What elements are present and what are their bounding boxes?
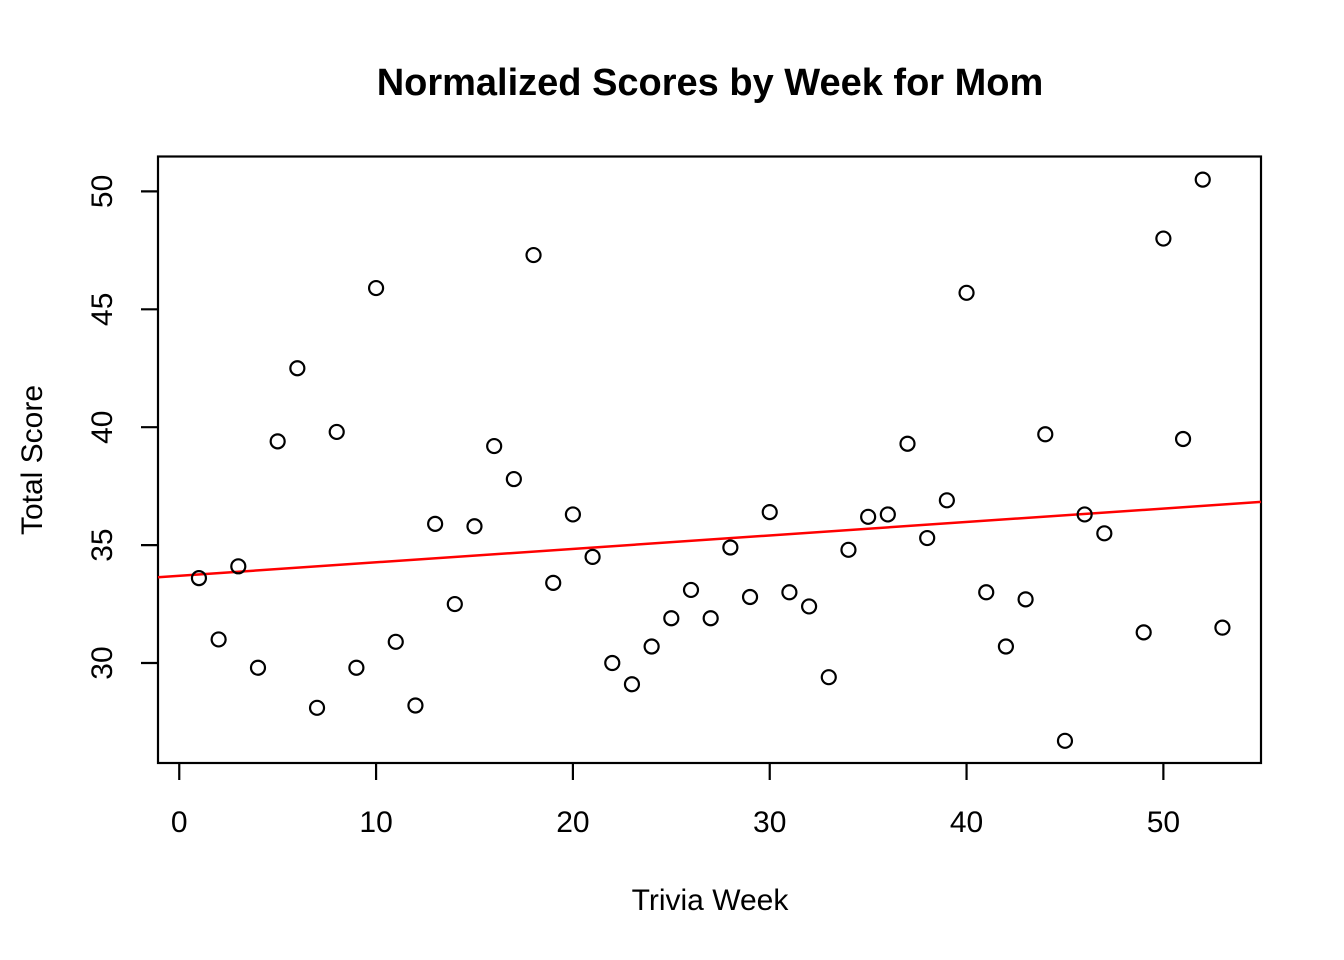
- data-point: [466, 518, 483, 535]
- data-point: [289, 360, 306, 377]
- y-tick-label: 50: [86, 175, 119, 208]
- data-point: [702, 610, 719, 627]
- data-point: [860, 508, 877, 525]
- data-point: [997, 638, 1015, 655]
- data-point: [978, 584, 995, 601]
- data-point: [308, 699, 326, 716]
- x-tick-label: 40: [950, 806, 983, 839]
- data-point: [230, 558, 247, 575]
- data-point: [1096, 525, 1113, 542]
- data-point: [1017, 591, 1034, 608]
- data-point: [604, 654, 621, 672]
- data-points: [190, 171, 1231, 749]
- data-point: [800, 598, 818, 615]
- data-point: [643, 638, 660, 655]
- data-point: [407, 697, 424, 714]
- data-point: [958, 284, 975, 301]
- data-point: [505, 470, 522, 488]
- data-point: [584, 548, 601, 566]
- x-tick-label: 50: [1147, 806, 1180, 839]
- data-point: [781, 584, 798, 601]
- data-point: [190, 570, 208, 587]
- data-point: [249, 659, 267, 676]
- plot-area-border: [156, 155, 1263, 765]
- x-axis-label: Trivia Week: [632, 884, 790, 917]
- data-point: [545, 574, 562, 591]
- x-tick-label: 20: [556, 806, 589, 839]
- data-point: [210, 631, 227, 648]
- x-tick-label: 30: [753, 806, 786, 839]
- data-point: [663, 610, 680, 627]
- data-point: [1037, 426, 1054, 443]
- chart-title: Normalized Scores by Week for Mom: [377, 62, 1044, 104]
- data-point: [1076, 506, 1093, 523]
- data-point: [525, 246, 542, 264]
- data-point: [879, 506, 896, 523]
- data-point: [938, 492, 955, 509]
- x-tick-label: 0: [171, 806, 188, 839]
- y-tick-label: 40: [86, 411, 119, 444]
- data-point: [348, 659, 365, 676]
- data-point: [722, 539, 739, 556]
- data-point: [741, 588, 759, 606]
- data-point: [623, 676, 641, 693]
- data-point: [899, 435, 916, 452]
- data-point: [820, 669, 837, 686]
- data-point: [1174, 430, 1192, 448]
- data-point: [427, 515, 444, 532]
- data-point: [682, 581, 700, 599]
- y-tick-label: 45: [86, 293, 119, 326]
- data-point: [387, 633, 404, 650]
- data-point: [269, 433, 286, 450]
- data-point: [486, 437, 503, 455]
- y-tick-label: 35: [86, 528, 119, 561]
- data-point: [840, 541, 857, 558]
- x-tick-label: 10: [359, 806, 392, 839]
- data-point: [761, 503, 778, 521]
- regression-line: [157, 500, 1262, 579]
- y-tick-label: 30: [86, 646, 119, 679]
- data-point: [1135, 624, 1152, 641]
- data-point: [919, 529, 936, 547]
- data-point: [1194, 171, 1211, 188]
- data-point: [367, 279, 385, 297]
- data-point: [1214, 619, 1231, 636]
- y-axis-label: Total Score: [16, 385, 49, 535]
- data-point: [446, 595, 463, 613]
- data-point: [1056, 732, 1074, 749]
- data-point: [328, 423, 345, 441]
- y-axis-ticks: 30 35 40 45 50: [86, 175, 158, 680]
- data-point: [564, 506, 582, 523]
- x-axis-ticks: 0 10 20 30 40 50: [171, 763, 1180, 839]
- data-point: [1155, 230, 1172, 247]
